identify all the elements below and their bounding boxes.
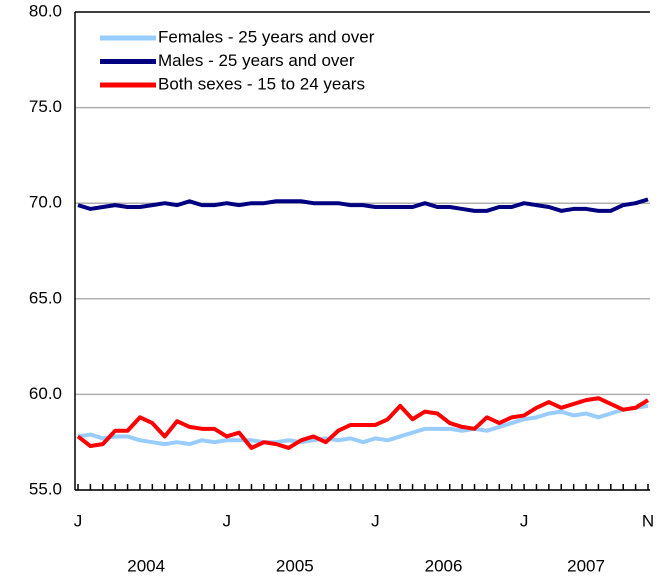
year-label: 2006 (425, 556, 463, 575)
y-tick-label: 80.0 (29, 1, 62, 20)
x-tick-label: J (371, 511, 380, 530)
x-tick-label: J (222, 511, 231, 530)
year-label: 2004 (127, 556, 165, 575)
year-label: 2007 (567, 556, 605, 575)
year-label: 2005 (276, 556, 314, 575)
line-series (77, 197, 649, 213)
x-tick-label: J (74, 511, 83, 530)
legend-label: Both sexes - 15 to 24 years (158, 74, 365, 93)
x-tick-label: J (520, 511, 529, 530)
legend-label: Females - 25 years and over (158, 27, 375, 46)
y-tick-label: 65.0 (29, 288, 62, 307)
y-tick-label: 70.0 (29, 193, 62, 212)
line-series (76, 396, 650, 450)
y-tick-label: 55.0 (29, 479, 62, 498)
y-tick-label: 60.0 (29, 384, 62, 403)
x-tick-label: N (642, 511, 654, 530)
y-tick-label: 75.0 (29, 97, 62, 116)
line-series (77, 403, 649, 447)
legend-label: Males - 25 years and over (158, 51, 355, 70)
